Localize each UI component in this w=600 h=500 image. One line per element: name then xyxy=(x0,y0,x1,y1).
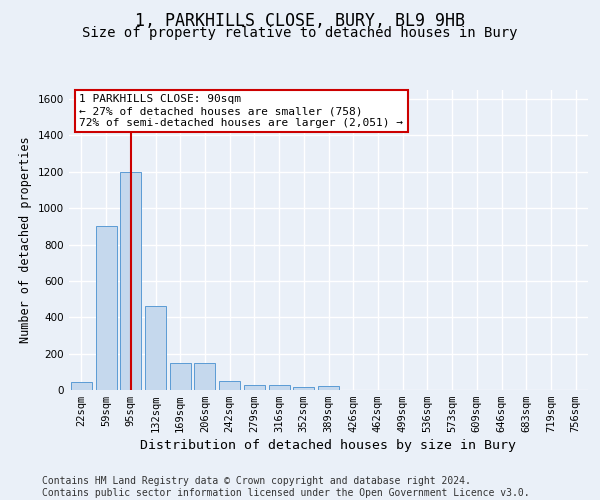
Y-axis label: Number of detached properties: Number of detached properties xyxy=(19,136,32,344)
Bar xyxy=(293,388,314,390)
Bar xyxy=(269,386,290,390)
Bar xyxy=(318,386,339,390)
Text: Size of property relative to detached houses in Bury: Size of property relative to detached ho… xyxy=(82,26,518,40)
Bar xyxy=(244,384,265,390)
Text: 1 PARKHILLS CLOSE: 90sqm
← 27% of detached houses are smaller (758)
72% of semi-: 1 PARKHILLS CLOSE: 90sqm ← 27% of detach… xyxy=(79,94,403,128)
Bar xyxy=(194,362,215,390)
Bar xyxy=(120,172,141,390)
Bar xyxy=(145,306,166,390)
Text: Contains HM Land Registry data © Crown copyright and database right 2024.
Contai: Contains HM Land Registry data © Crown c… xyxy=(42,476,530,498)
Text: 1, PARKHILLS CLOSE, BURY, BL9 9HB: 1, PARKHILLS CLOSE, BURY, BL9 9HB xyxy=(135,12,465,30)
Bar xyxy=(219,381,240,390)
Bar xyxy=(95,226,116,390)
Bar xyxy=(71,382,92,390)
X-axis label: Distribution of detached houses by size in Bury: Distribution of detached houses by size … xyxy=(140,440,517,452)
Bar xyxy=(170,362,191,390)
